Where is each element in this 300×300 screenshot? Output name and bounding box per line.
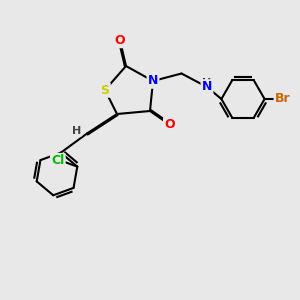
Text: Br: Br [275,92,290,106]
Text: H: H [72,125,81,136]
Text: N: N [148,74,158,88]
Text: O: O [115,34,125,47]
Text: N: N [202,80,212,94]
Text: H: H [202,77,211,88]
Text: S: S [100,83,109,97]
Text: O: O [164,118,175,131]
Text: Cl: Cl [51,154,64,167]
